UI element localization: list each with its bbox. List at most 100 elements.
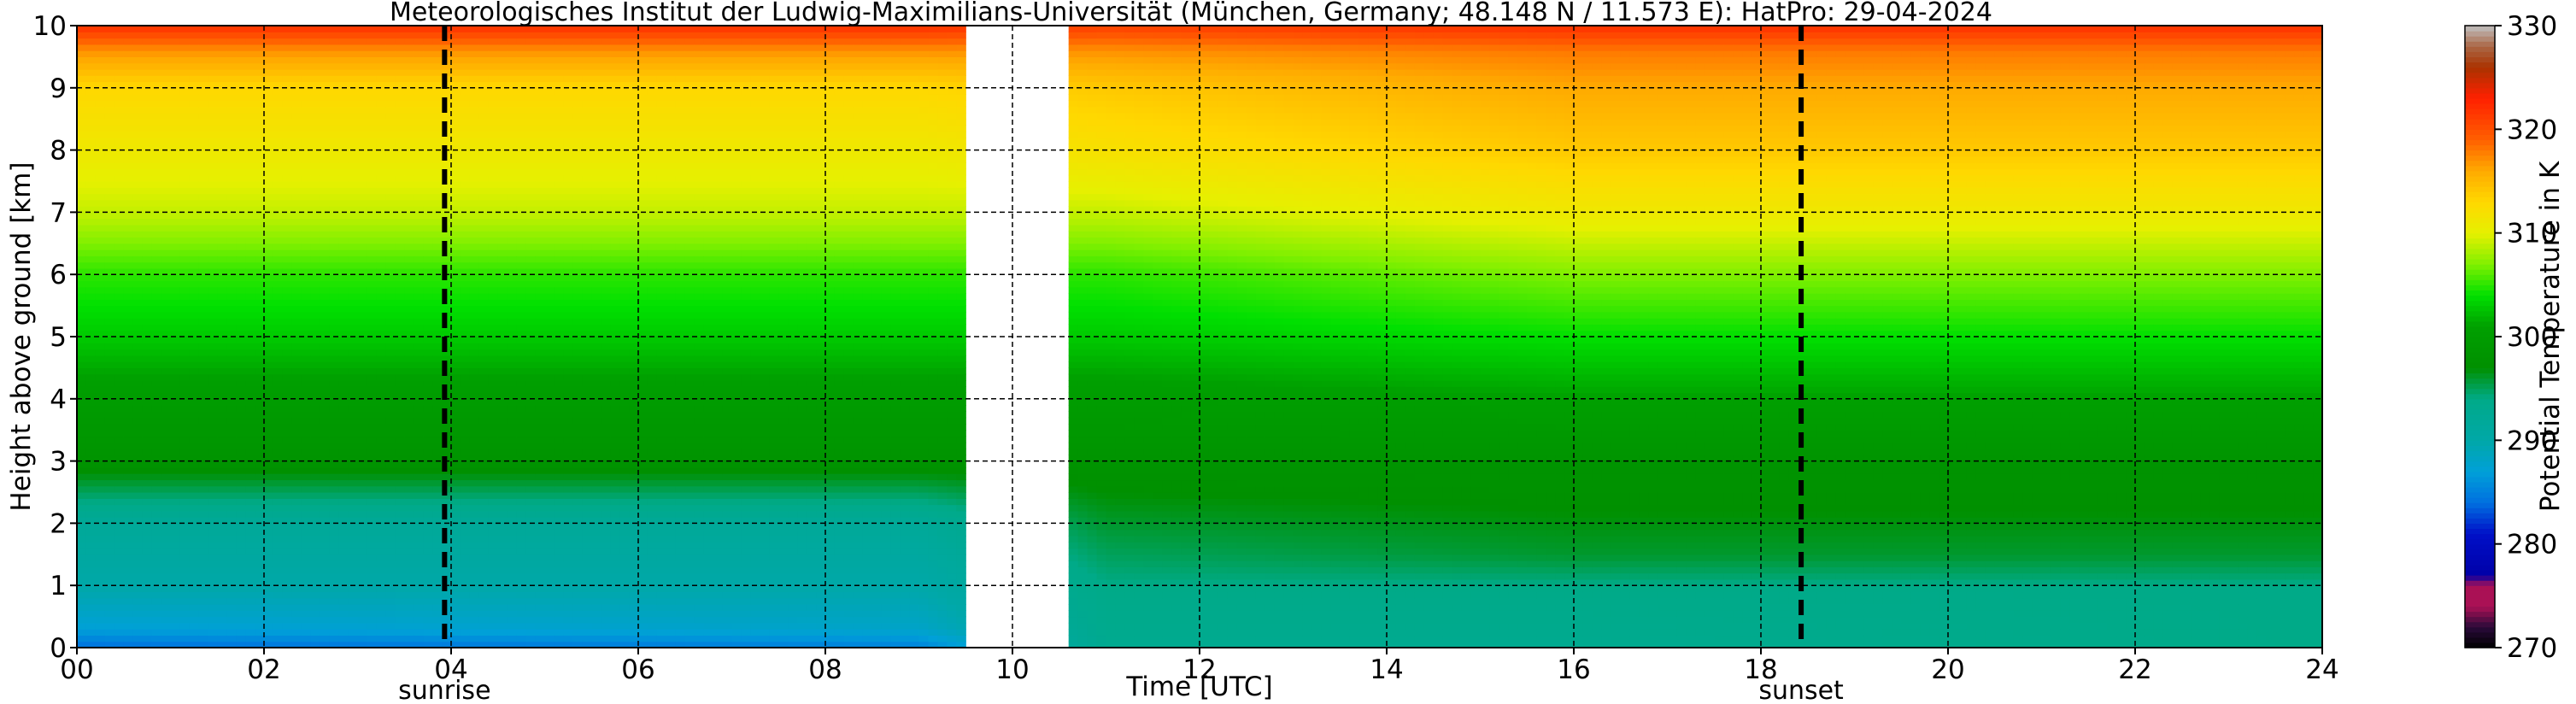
heatmap-cell	[217, 107, 227, 114]
heatmap-cell	[367, 573, 377, 580]
heatmap-cell	[96, 511, 106, 518]
heatmap-cell	[96, 486, 106, 493]
heatmap-cell	[283, 44, 293, 51]
heatmap-cell	[302, 492, 312, 499]
heatmap-cell	[414, 312, 424, 319]
heatmap-cell	[143, 418, 153, 425]
heatmap-cell	[189, 386, 199, 393]
heatmap-cell	[349, 610, 359, 617]
heatmap-cell	[245, 187, 255, 194]
heatmap-cell	[208, 554, 218, 561]
heatmap-cell	[432, 181, 443, 188]
heatmap-cell	[320, 554, 331, 561]
heatmap-cell	[517, 598, 527, 605]
heatmap-cell	[198, 573, 208, 580]
heatmap-cell	[442, 138, 452, 144]
heatmap-cell	[320, 635, 331, 642]
heatmap-cell	[86, 560, 97, 567]
heatmap-cell	[367, 367, 377, 374]
heatmap-cell	[461, 473, 471, 480]
heatmap-cell	[226, 132, 237, 138]
heatmap-cell	[86, 610, 97, 617]
heatmap-cell	[414, 449, 424, 455]
heatmap-cell	[395, 225, 405, 232]
heatmap-cell	[245, 554, 255, 561]
heatmap-cell	[264, 299, 274, 306]
heatmap-cell	[432, 249, 443, 256]
heatmap-cell	[105, 274, 115, 281]
heatmap-cell	[479, 113, 490, 120]
heatmap-cell	[114, 212, 125, 219]
heatmap-cell	[320, 573, 331, 580]
heatmap-cell	[358, 523, 368, 530]
heatmap-cell	[349, 629, 359, 636]
heatmap-cell	[245, 274, 255, 281]
heatmap-cell	[451, 107, 461, 114]
heatmap-cell	[461, 492, 471, 499]
heatmap-cell	[404, 542, 414, 549]
heatmap-cell	[273, 312, 284, 319]
heatmap-cell	[358, 150, 368, 157]
heatmap-cell	[349, 386, 359, 393]
heatmap-cell	[114, 255, 125, 262]
heatmap-cell	[245, 243, 255, 250]
heatmap-cell	[526, 449, 537, 455]
heatmap-cell	[508, 187, 518, 194]
heatmap-cell	[189, 418, 199, 425]
heatmap-cell	[236, 380, 246, 387]
heatmap-cell	[198, 150, 208, 157]
heatmap-cell	[498, 280, 508, 287]
heatmap-cell	[461, 138, 471, 144]
heatmap-cell	[376, 262, 386, 269]
heatmap-cell	[432, 449, 443, 455]
heatmap-cell	[198, 623, 208, 630]
heatmap-cell	[395, 436, 405, 443]
heatmap-cell	[320, 249, 331, 256]
heatmap-cell	[236, 498, 246, 505]
heatmap-cell	[526, 399, 537, 406]
heatmap-cell	[264, 418, 274, 425]
heatmap-cell	[86, 238, 97, 244]
heatmap-cell	[536, 56, 546, 63]
heatmap-cell	[114, 554, 125, 561]
heatmap-cell	[470, 418, 480, 425]
heatmap-cell	[423, 449, 433, 455]
heatmap-cell	[217, 349, 227, 356]
heatmap-cell	[217, 168, 227, 175]
heatmap-cell	[526, 238, 537, 244]
heatmap-cell	[96, 536, 106, 543]
heatmap-cell	[152, 181, 162, 188]
heatmap-cell	[302, 119, 312, 126]
heatmap-cell	[367, 380, 377, 387]
heatmap-cell	[171, 505, 181, 512]
heatmap-cell	[517, 361, 527, 368]
heatmap-cell	[517, 424, 527, 431]
heatmap-cell	[349, 138, 359, 144]
heatmap-cell	[96, 560, 106, 567]
heatmap-cell	[349, 212, 359, 219]
heatmap-cell	[404, 585, 414, 592]
heatmap-cell	[302, 430, 312, 437]
heatmap-cell	[536, 591, 546, 598]
heatmap-cell	[161, 560, 172, 567]
heatmap-cell	[358, 200, 368, 207]
heatmap-cell	[526, 138, 537, 144]
heatmap-cell	[96, 50, 106, 57]
heatmap-cell	[479, 274, 490, 281]
heatmap-cell	[311, 598, 321, 605]
heatmap-cell	[508, 530, 518, 537]
heatmap-cell	[479, 623, 490, 630]
heatmap-cell	[245, 100, 255, 107]
heatmap-cell	[236, 573, 246, 580]
heatmap-cell	[236, 411, 246, 418]
heatmap-cell	[320, 424, 331, 431]
heatmap-cell	[451, 287, 461, 294]
heatmap-cell	[179, 274, 190, 281]
heatmap-cell	[152, 280, 162, 287]
heatmap-cell	[517, 225, 527, 232]
heatmap-cell	[302, 107, 312, 114]
heatmap-cell	[236, 94, 246, 101]
heatmap-cell	[255, 386, 265, 393]
heatmap-cell	[526, 479, 537, 486]
heatmap-cell	[423, 100, 433, 107]
